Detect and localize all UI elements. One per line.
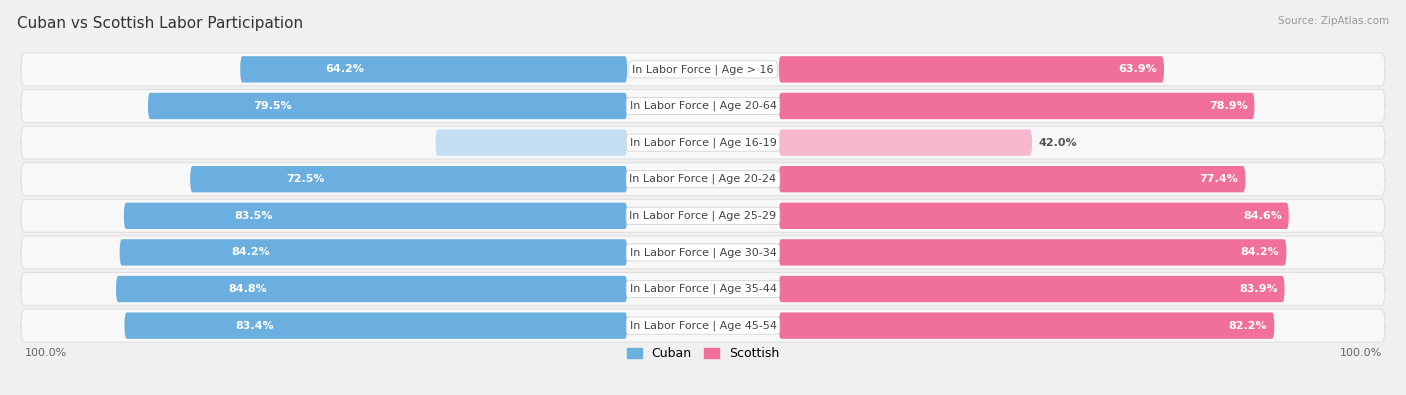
Text: In Labor Force | Age 16-19: In Labor Force | Age 16-19 — [630, 137, 776, 148]
Text: 84.8%: 84.8% — [229, 284, 267, 294]
FancyBboxPatch shape — [117, 276, 627, 302]
Text: In Labor Force | Age 25-29: In Labor Force | Age 25-29 — [630, 211, 776, 221]
FancyBboxPatch shape — [21, 199, 1385, 232]
Text: 79.5%: 79.5% — [253, 101, 292, 111]
Text: 84.2%: 84.2% — [232, 247, 270, 258]
Legend: Cuban, Scottish: Cuban, Scottish — [621, 342, 785, 365]
Text: In Labor Force | Age 30-34: In Labor Force | Age 30-34 — [630, 247, 776, 258]
Text: In Labor Force | Age 20-64: In Labor Force | Age 20-64 — [630, 101, 776, 111]
Text: 100.0%: 100.0% — [1340, 348, 1382, 357]
FancyBboxPatch shape — [240, 56, 627, 83]
FancyBboxPatch shape — [124, 203, 627, 229]
Text: Source: ZipAtlas.com: Source: ZipAtlas.com — [1278, 16, 1389, 26]
FancyBboxPatch shape — [779, 276, 1285, 302]
Text: 31.8%: 31.8% — [634, 137, 672, 148]
Text: 82.2%: 82.2% — [1229, 321, 1267, 331]
Text: 83.4%: 83.4% — [235, 321, 274, 331]
FancyBboxPatch shape — [21, 273, 1385, 305]
FancyBboxPatch shape — [21, 309, 1385, 342]
FancyBboxPatch shape — [21, 163, 1385, 196]
FancyBboxPatch shape — [120, 239, 627, 265]
FancyBboxPatch shape — [21, 90, 1385, 122]
FancyBboxPatch shape — [779, 56, 1164, 83]
Text: 42.0%: 42.0% — [1039, 137, 1077, 148]
Text: In Labor Force | Age 45-54: In Labor Force | Age 45-54 — [630, 320, 776, 331]
Text: Cuban vs Scottish Labor Participation: Cuban vs Scottish Labor Participation — [17, 16, 304, 31]
FancyBboxPatch shape — [779, 93, 1254, 119]
Text: 84.6%: 84.6% — [1243, 211, 1282, 221]
Text: 63.9%: 63.9% — [1118, 64, 1157, 74]
FancyBboxPatch shape — [779, 239, 1286, 265]
Text: 83.5%: 83.5% — [235, 211, 273, 221]
FancyBboxPatch shape — [125, 312, 627, 339]
Text: 72.5%: 72.5% — [287, 174, 325, 184]
FancyBboxPatch shape — [21, 53, 1385, 86]
Text: In Labor Force | Age 35-44: In Labor Force | Age 35-44 — [630, 284, 776, 294]
FancyBboxPatch shape — [436, 130, 627, 156]
FancyBboxPatch shape — [779, 166, 1246, 192]
FancyBboxPatch shape — [779, 130, 1032, 156]
FancyBboxPatch shape — [148, 93, 627, 119]
FancyBboxPatch shape — [21, 236, 1385, 269]
Text: 77.4%: 77.4% — [1199, 174, 1239, 184]
FancyBboxPatch shape — [190, 166, 627, 192]
Text: In Labor Force | Age > 16: In Labor Force | Age > 16 — [633, 64, 773, 75]
Text: 100.0%: 100.0% — [24, 348, 66, 357]
FancyBboxPatch shape — [779, 312, 1274, 339]
Text: 64.2%: 64.2% — [325, 64, 364, 74]
FancyBboxPatch shape — [779, 203, 1289, 229]
Text: In Labor Force | Age 20-24: In Labor Force | Age 20-24 — [630, 174, 776, 184]
Text: 83.9%: 83.9% — [1239, 284, 1278, 294]
Text: 84.2%: 84.2% — [1240, 247, 1279, 258]
FancyBboxPatch shape — [21, 126, 1385, 159]
Text: 78.9%: 78.9% — [1209, 101, 1247, 111]
